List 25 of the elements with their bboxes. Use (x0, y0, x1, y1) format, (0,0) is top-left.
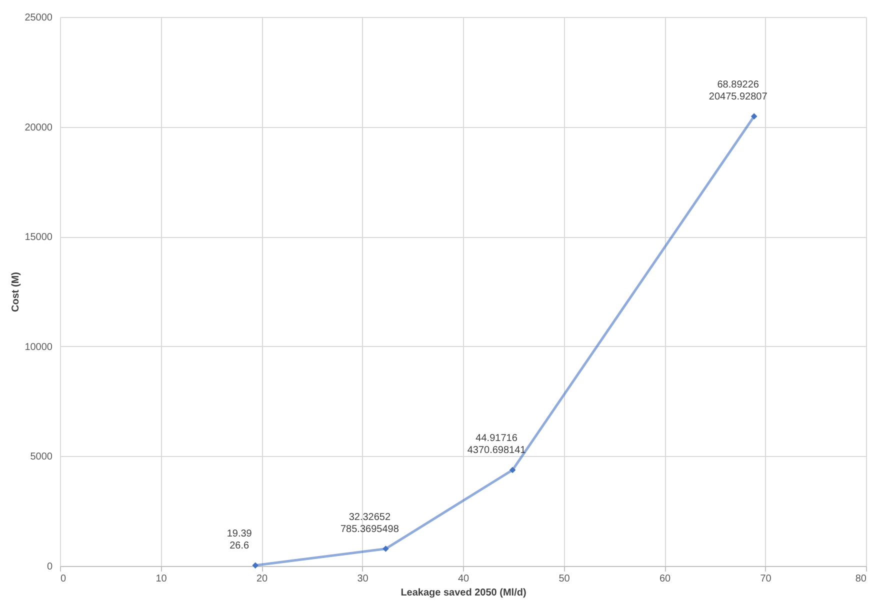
x-tick-label: 10 (156, 574, 168, 584)
x-tick-label: 0 (60, 574, 66, 584)
y-tick-label: 20000 (24, 122, 53, 134)
x-tick-label: 80 (855, 574, 867, 584)
x-axis-title: Leakage saved 2050 (Ml/d) (400, 588, 526, 598)
y-axis-title: Cost (M) (10, 272, 22, 312)
y-tick-label: 0 (46, 562, 53, 572)
x-tick-label: 60 (659, 574, 671, 584)
y-tick-label: 5000 (30, 452, 53, 463)
y-tick-label: 15000 (24, 232, 53, 244)
y-tick-label: 25000 (24, 12, 53, 24)
x-tick-label: 20 (256, 574, 268, 584)
point (750, 113, 758, 120)
point (252, 562, 259, 569)
x-tick-label: 70 (760, 574, 772, 584)
x-tick-label: 50 (558, 574, 570, 584)
data-label: 19.39 26.6 (226, 528, 252, 552)
data-label: 44.91716 4370.698141 (467, 433, 526, 456)
point (382, 546, 389, 552)
x-tick-label: 40 (458, 574, 470, 584)
data-label: 32.32652 785.3695498 (340, 512, 400, 535)
data-label: 68.89226 20475.92807 (708, 79, 768, 102)
y-tick-label: 10000 (24, 342, 53, 353)
x-tick-label: 30 (357, 574, 369, 584)
point (509, 466, 516, 474)
